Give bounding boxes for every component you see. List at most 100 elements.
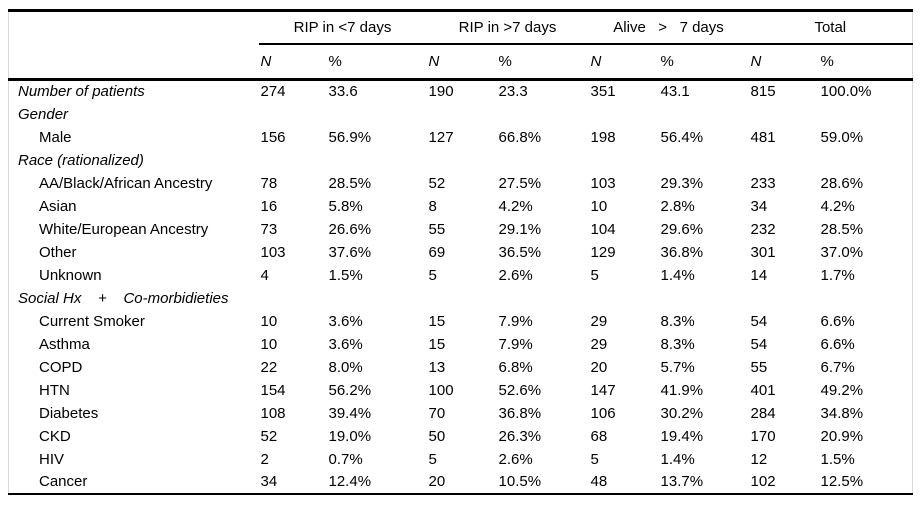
cell-value: 12.4%	[328, 473, 372, 490]
row-label: Unknown	[39, 266, 102, 284]
cell-value: 20.9%	[820, 427, 864, 445]
table-row: Race (rationalized)	[9, 149, 913, 172]
cell-value	[749, 149, 819, 172]
cell-value	[819, 149, 913, 172]
cell-value: 154	[260, 381, 286, 399]
table-row: Male 156 56.9% 127 66.8% 198 56.4% 481 59.0%	[9, 126, 913, 149]
cell-value: 54	[750, 312, 768, 330]
cell-value: 66.8%	[498, 128, 542, 146]
cell-value: 127	[428, 128, 454, 146]
cell-value	[327, 287, 427, 310]
cell-value: 8	[428, 197, 437, 215]
subheader-n: N	[426, 43, 497, 81]
cell-value	[327, 103, 427, 126]
cell-value	[819, 103, 913, 126]
row-label: White/European Ancestry	[39, 220, 209, 238]
cell-value: 36.8%	[660, 243, 704, 261]
table-row: White/European Ancestry 73 26.6% 55 29.1% 104…	[9, 218, 913, 241]
cell-value: 28.6%	[820, 174, 864, 192]
row-label: Cancer	[39, 473, 88, 490]
cell-value: 36.8%	[498, 404, 542, 422]
cell-value: 6.8%	[498, 358, 533, 376]
cell-value: 54	[750, 335, 768, 353]
row-label: Other	[39, 243, 77, 261]
cell-value: 15	[428, 312, 446, 330]
cell-value: 70	[428, 404, 446, 422]
cell-value: 29.1%	[498, 220, 542, 238]
cell-value: 55	[428, 220, 446, 238]
cell-value: 1.7%	[820, 266, 855, 284]
table-row: Other 103 37.6% 69 36.5% 129 36.8% 301 37.0%	[9, 241, 913, 264]
cell-value: 103	[590, 174, 616, 192]
subheader-pct: %	[658, 43, 749, 81]
cell-value: 5	[590, 450, 599, 468]
cell-value: 13.7%	[660, 473, 704, 490]
cell-value: 13	[428, 358, 446, 376]
cell-value: 29.6%	[660, 220, 704, 238]
cell-value	[497, 149, 589, 172]
table-row: HIV 2 0.7% 5 2.6% 5 1.4% 12 1.5%	[9, 448, 913, 471]
cell-value: 6.6%	[820, 312, 855, 330]
column-group-rip-lt7: RIP in <7 days	[258, 10, 427, 45]
cell-value: 37.6%	[328, 243, 372, 261]
table-header: RIP in <7 days RIP in >7 days Alive > 7 …	[8, 10, 913, 81]
subheader-n: N	[748, 43, 819, 81]
cell-value: 34.8%	[820, 404, 864, 422]
cell-value: 8.0%	[328, 358, 363, 376]
cell-value: 8.3%	[660, 312, 695, 330]
cell-value: 10	[260, 335, 278, 353]
row-label: Race (rationalized)	[18, 151, 144, 169]
cell-value: 2.6%	[498, 450, 533, 468]
cell-value: 56.2%	[328, 381, 372, 399]
subheader-row: N % N % N % N %	[8, 43, 913, 81]
cell-value: 3.6%	[328, 312, 363, 330]
cell-value: 274	[260, 83, 286, 101]
cell-value: 10.5%	[498, 473, 542, 490]
cell-value	[749, 103, 819, 126]
cell-value	[427, 287, 497, 310]
cell-value: 1.4%	[660, 450, 695, 468]
cell-value: 1.5%	[328, 266, 363, 284]
table-row: Number of patients 274 33.6 190 23.3 351 43.1 8…	[9, 80, 913, 103]
cell-value: 52	[260, 427, 278, 445]
cell-value: 4	[260, 266, 269, 284]
cell-value: 156	[260, 128, 286, 146]
cell-value: 22	[260, 358, 278, 376]
cell-value: 100	[428, 381, 454, 399]
row-label: HIV	[39, 450, 65, 468]
subheader-empty	[8, 43, 259, 81]
table-row: Asian 16 5.8% 8 4.2% 10 2.8% 34 4.2%	[9, 195, 913, 218]
cell-value: 39.4%	[328, 404, 372, 422]
cell-value: 26.6%	[328, 220, 372, 238]
row-label: Male	[39, 128, 72, 146]
cell-value: 16	[260, 197, 278, 215]
cell-value: 232	[750, 220, 776, 238]
table-row: Social Hx + Co-morbidieties	[9, 287, 913, 310]
cell-value: 28.5%	[820, 220, 864, 238]
cell-value: 30.2%	[660, 404, 704, 422]
cell-value: 48	[590, 473, 608, 490]
cell-value	[659, 103, 749, 126]
cell-value: 5	[590, 266, 599, 284]
cell-value: 19.4%	[660, 427, 704, 445]
cell-value: 69	[428, 243, 446, 261]
cell-value: 37.0%	[820, 243, 864, 261]
cell-value: 10	[260, 312, 278, 330]
cell-value: 301	[750, 243, 776, 261]
cell-value	[589, 103, 659, 126]
column-group-header-row: RIP in <7 days RIP in >7 days Alive > 7 …	[9, 10, 913, 45]
cell-value: 26.3%	[498, 427, 542, 445]
demographics-table-container: RIP in <7 days RIP in >7 days Alive > 7 …	[8, 9, 914, 495]
cell-value: 106	[590, 404, 616, 422]
column-group-total: Total	[748, 10, 913, 45]
cell-value: 15	[428, 335, 446, 353]
cell-value: 170	[750, 427, 776, 445]
row-label: Diabetes	[39, 404, 99, 422]
row-label: AA/Black/African Ancestry	[39, 174, 213, 192]
column-group-alive-gt7: Alive > 7 days	[588, 10, 749, 45]
cell-value: 36.5%	[498, 243, 542, 261]
corner-cell	[9, 11, 259, 44]
cell-value: 103	[260, 243, 286, 261]
cell-value: 233	[750, 174, 776, 192]
cell-value: 104	[590, 220, 616, 238]
